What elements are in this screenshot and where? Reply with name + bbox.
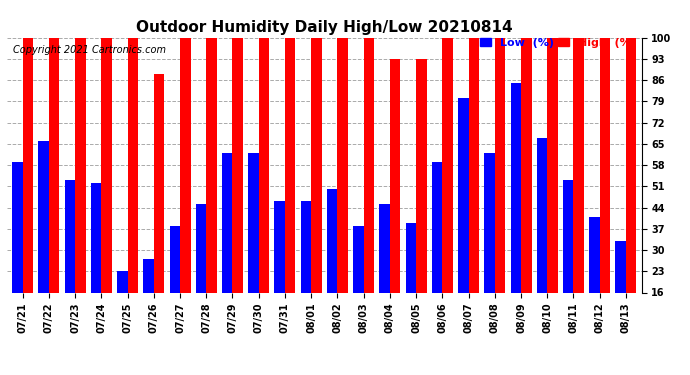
Bar (327, 189, 337, 341)
Bar (573, 38, 584, 341)
Bar (49, 38, 59, 341)
Bar (537, 138, 547, 341)
Bar (259, 38, 269, 341)
Bar (75, 38, 86, 341)
Bar (547, 38, 558, 341)
Bar (406, 223, 416, 341)
Bar (337, 38, 348, 341)
Bar (206, 38, 217, 341)
Text: Copyright 2021 Cartronics.com: Copyright 2021 Cartronics.com (13, 45, 166, 55)
Bar (248, 153, 259, 341)
Bar (353, 226, 364, 341)
Bar (285, 38, 295, 341)
Bar (65, 180, 75, 341)
Title: Outdoor Humidity Daily High/Low 20210814: Outdoor Humidity Daily High/Low 20210814 (136, 20, 513, 35)
Legend: Low  (%), High  (%): Low (%), High (%) (480, 38, 636, 48)
Bar (275, 201, 285, 341)
Bar (180, 38, 190, 341)
Bar (364, 38, 374, 341)
Bar (563, 180, 573, 341)
Bar (432, 162, 442, 341)
Bar (600, 38, 610, 341)
Bar (301, 201, 311, 341)
Bar (154, 74, 164, 341)
Bar (589, 217, 600, 341)
Bar (39, 141, 49, 341)
Bar (495, 38, 505, 341)
Bar (222, 153, 233, 341)
Bar (442, 38, 453, 341)
Bar (196, 204, 206, 341)
Bar (521, 38, 531, 341)
Bar (12, 162, 23, 341)
Bar (469, 38, 479, 341)
Bar (390, 59, 400, 341)
Bar (23, 38, 33, 341)
Bar (311, 38, 322, 341)
Bar (484, 153, 495, 341)
Bar (117, 271, 128, 341)
Bar (416, 59, 426, 341)
Bar (233, 38, 243, 341)
Bar (626, 38, 636, 341)
Bar (615, 241, 626, 341)
Bar (458, 98, 469, 341)
Bar (128, 38, 138, 341)
Bar (511, 83, 521, 341)
Bar (101, 38, 112, 341)
Bar (91, 183, 101, 341)
Bar (170, 226, 180, 341)
Bar (380, 204, 390, 341)
Bar (144, 259, 154, 341)
